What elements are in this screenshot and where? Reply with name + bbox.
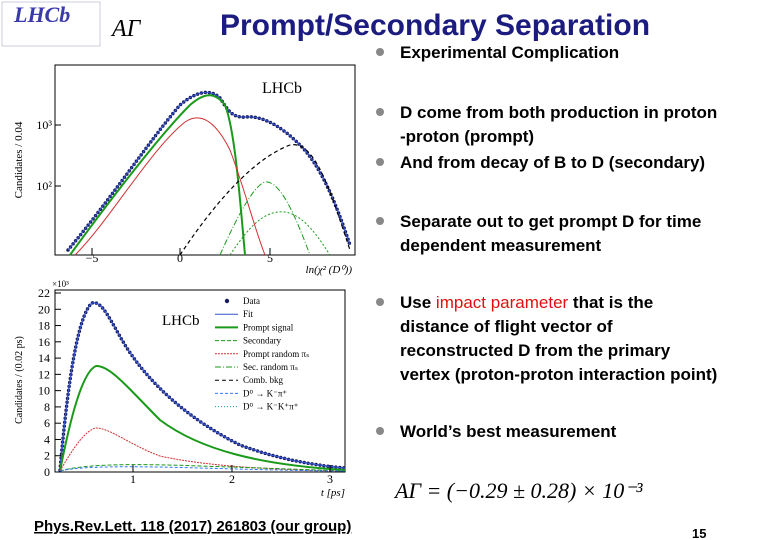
bullet-marker <box>376 158 384 166</box>
fit-curve <box>59 302 346 471</box>
y-multiplier: ×10³ <box>52 279 69 289</box>
y-tick-label: 10 <box>38 384 50 398</box>
symbol: AΓ <box>110 16 142 42</box>
x-tick-label: 3 <box>327 472 333 486</box>
background-curve <box>59 466 346 472</box>
bullet-line: Separate out to get prompt D for time <box>400 212 701 231</box>
y-tick-label: 14 <box>38 351 50 365</box>
x-tick-label: −5 <box>86 251 99 265</box>
bullet-line: vertex (proton-proton interaction point) <box>400 365 717 384</box>
plot-frame <box>54 64 356 256</box>
bullet-marker <box>376 427 384 435</box>
y-tick-label: 12 <box>38 367 50 381</box>
slide-title: Prompt/Secondary Separation <box>220 9 650 42</box>
bullet-marker <box>376 217 384 225</box>
logo-box <box>1 1 101 47</box>
prompt-random-curve <box>74 117 266 256</box>
bullet-segment: impact parameter <box>436 293 569 312</box>
legend-label: Fit <box>243 309 254 319</box>
watermark: LHCb <box>262 80 302 97</box>
bullet-line: reconstructed D from the primary <box>400 341 671 360</box>
y-tick-label: 4 <box>44 432 50 446</box>
plot-2: LHCb ×10³ Candidates / (0.02 ps) t [ps] <box>14 279 347 499</box>
prompt-curve <box>59 364 346 472</box>
bullet-marker <box>376 108 384 116</box>
legend-label: Sec. random πₛ <box>243 362 298 372</box>
bullet-segment: that is the <box>568 293 653 312</box>
y-tick-label: 20 <box>38 302 50 316</box>
secondary-curve <box>179 144 351 256</box>
page-number: 15 <box>692 526 706 540</box>
y-tick-label: 22 <box>38 286 50 300</box>
y-axis-label: Candidates / (0.02 ps) <box>14 336 25 424</box>
legend-marker <box>224 298 230 304</box>
x-tick-label: 1 <box>130 472 136 486</box>
prompt-curve <box>69 94 246 256</box>
bullet-marker <box>376 48 384 56</box>
reference: Phys.Rev.Lett. 118 (2017) 261803 (our gr… <box>34 518 351 535</box>
y-tick-label: 10² <box>36 179 52 193</box>
bullet-line: Use impact parameter that is the <box>400 293 653 312</box>
logo: LHCb <box>13 2 70 27</box>
bullet-line: distance of flight vector of <box>400 317 613 336</box>
x-axis-label: t [ps] <box>321 487 345 499</box>
legend-label: Comb. bkg <box>243 375 284 385</box>
bullet-line: Experimental Complication <box>400 43 619 62</box>
secondary-curve <box>59 464 346 472</box>
legend-label: Prompt random πₛ <box>243 349 309 359</box>
x-tick-label: 0 <box>177 251 183 265</box>
bullet-line: And from decay of B to D (secondary) <box>400 153 705 172</box>
plot-frame <box>54 289 346 473</box>
bullet-line: World’s best measurement <box>400 422 617 441</box>
y-tick-label: 18 <box>38 319 50 333</box>
x-tick-label: 5 <box>267 251 273 265</box>
y-tick-label: 10³ <box>36 118 52 132</box>
y-tick-label: 0 <box>44 465 50 479</box>
bullet-line: D come from both production in proton <box>400 103 717 122</box>
y-tick-label: 2 <box>44 449 50 463</box>
legend-label: D⁰ → K⁻π⁺ <box>243 388 287 398</box>
legend-label: Prompt signal <box>243 322 294 332</box>
bullet-marker <box>376 298 384 306</box>
x-axis-label: ln(χ² (D⁰)) <box>306 264 353 276</box>
legend-label: Secondary <box>243 336 281 346</box>
plot-1: LHCb Candidates / 0.04 ln(χ² (D⁰)) <box>13 64 356 276</box>
y-tick-label: 6 <box>44 416 50 430</box>
bullet-line: dependent measurement <box>400 236 602 255</box>
bullet-segment: Use <box>400 293 436 312</box>
comb-curve <box>229 211 331 256</box>
formula: AΓ = (−0.29 ± 0.28) × 10⁻³ <box>393 478 643 503</box>
y-tick-label: 16 <box>38 335 50 349</box>
y-axis-label: Candidates / 0.04 <box>13 121 25 198</box>
fit-curve <box>67 91 351 251</box>
y-tick-label: 8 <box>44 400 50 414</box>
secondary-random-curve <box>219 181 311 256</box>
legend-label: Data <box>243 296 260 306</box>
x-tick-label: 2 <box>229 472 235 486</box>
bullet-line: -proton (prompt) <box>400 127 534 146</box>
legend-label: D⁰ → K⁻K⁺π⁺ <box>243 402 299 412</box>
watermark: LHCb <box>162 313 200 329</box>
